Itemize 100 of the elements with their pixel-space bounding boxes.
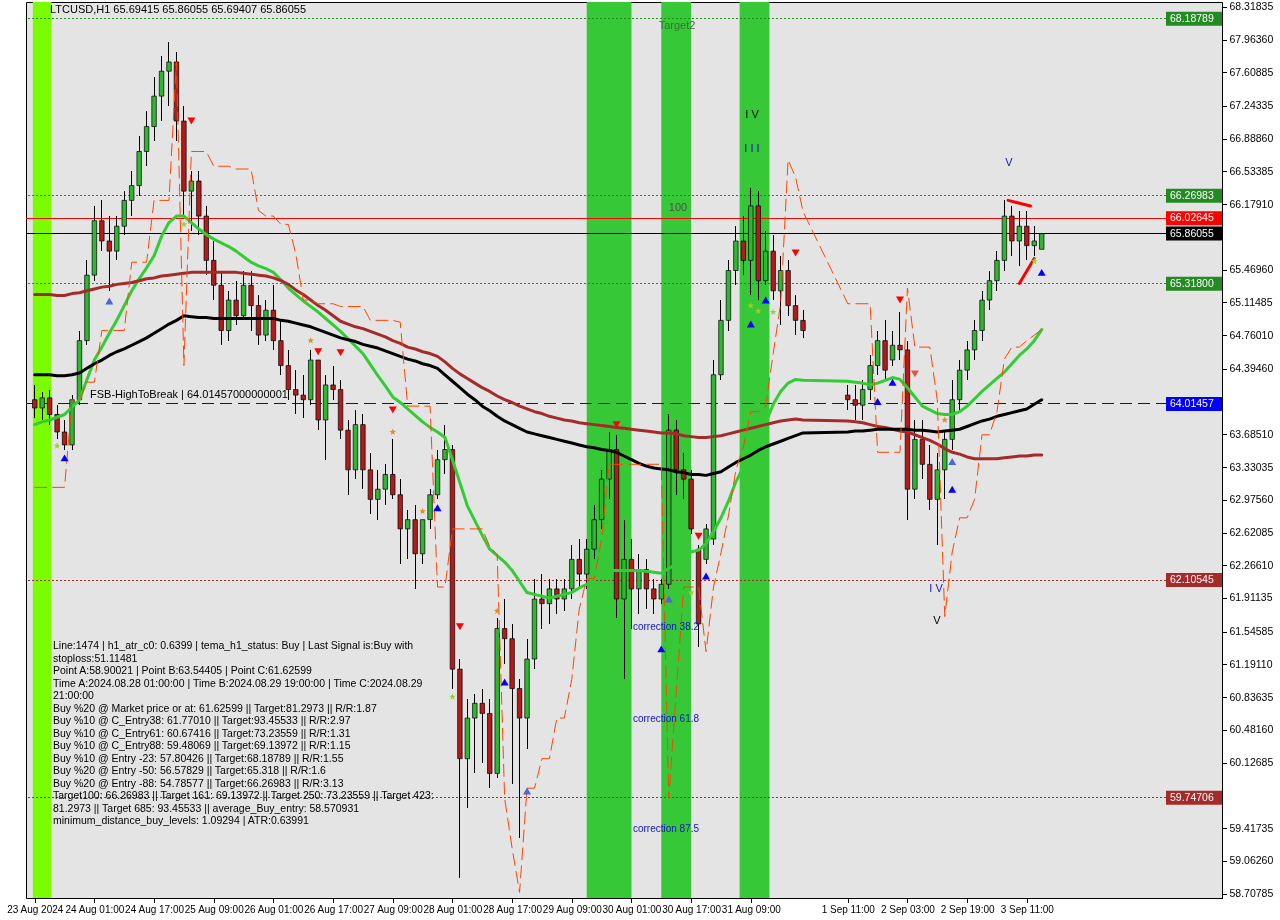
candlestick bbox=[971, 319, 978, 361]
annotation: Buy %10 @ C_Entry61: 60.67416 || Target:73.23559 || R/R:1.31 bbox=[53, 726, 352, 739]
x-tick-label: 30 Aug 01:00 bbox=[602, 903, 662, 915]
x-tick-label: 31 Aug 09:00 bbox=[721, 903, 782, 915]
candlestick bbox=[61, 419, 68, 451]
point bbox=[873, 398, 882, 406]
y-tick-label: 67.96360 bbox=[1229, 33, 1274, 45]
point bbox=[449, 693, 456, 700]
point bbox=[948, 458, 957, 465]
point bbox=[1037, 268, 1046, 276]
ref-line-label: 65.31800 bbox=[1170, 276, 1214, 289]
point bbox=[419, 507, 426, 515]
annotation: Point A:58.90021 | Point B:63.54405 | Point C:61.62599 bbox=[53, 664, 313, 677]
ref-line-label: 66.02645 bbox=[1170, 211, 1214, 224]
point bbox=[888, 378, 897, 386]
y-tick-label: 59.06260 bbox=[1229, 854, 1274, 867]
annotation: Buy %20 @ Market price or at: 61.62599 || Target:81.2973 || R/R:1.87 bbox=[53, 701, 378, 714]
x-tick-label: 26 Aug 17:00 bbox=[304, 903, 364, 915]
point bbox=[500, 678, 509, 686]
point bbox=[389, 428, 397, 435]
annotation: 100 bbox=[668, 201, 688, 213]
point bbox=[694, 532, 703, 540]
point bbox=[769, 308, 777, 315]
annotation: Buy %20 @ Entry -50: 56.57829 || Target:65.318 || R/R:1.6 bbox=[53, 764, 327, 777]
ref-line-label: 68.18789 bbox=[1170, 11, 1214, 24]
y-tick-label: 60.48160 bbox=[1229, 723, 1274, 736]
annotation: Buy %10 @ Entry -23: 57.80426 || Target:68.18789 || R/R:1.55 bbox=[53, 751, 345, 764]
point bbox=[910, 370, 919, 378]
point bbox=[747, 302, 755, 309]
annotation: Line:1474 | h1_atr_c0: 0.6399 | tema_h1_status: Buy | Last Signal is:Buy with stoploss:51.11481 bbox=[53, 639, 415, 664]
y-tick-label: 63.68510 bbox=[1229, 427, 1274, 440]
point bbox=[746, 320, 755, 328]
candlestick bbox=[889, 330, 896, 367]
ref-line-label: 64.01457 bbox=[1170, 396, 1214, 409]
point bbox=[493, 607, 501, 614]
x-tick-label: 1 Sep 11:00 bbox=[821, 903, 876, 915]
candlestick bbox=[986, 270, 993, 311]
x-tick-label: 26 Aug 01:00 bbox=[244, 903, 304, 915]
x-tick-label: 24 Aug 17:00 bbox=[125, 903, 185, 915]
ref-line-label: 65.86055 bbox=[1170, 226, 1214, 239]
point bbox=[388, 406, 397, 414]
y-tick-label: 62.62085 bbox=[1229, 526, 1274, 539]
annotation: Buy %20 @ Entry -88: 54.78577 || Target:66.26983 || R/R:3.13 bbox=[53, 776, 345, 789]
y-tick-label: 63.33035 bbox=[1229, 460, 1274, 473]
y-tick-label: 61.19110 bbox=[1229, 657, 1273, 670]
point bbox=[1030, 257, 1038, 265]
y-tick-label: 62.97560 bbox=[1229, 493, 1274, 506]
point bbox=[612, 421, 621, 429]
annotation: Buy %10 @ C_Entry38: 61.77010 || Target:93.45533 || R/R:2.97 bbox=[53, 714, 352, 727]
x-tick-label: 28 Aug 17:00 bbox=[483, 903, 543, 915]
annotation: Time A:2024.08.28 01:00:00 | Time B:2024.08.29 19:00:00 | Time C:2024.08.29 21:00:00 bbox=[53, 676, 424, 702]
point bbox=[314, 348, 323, 356]
candlestick bbox=[539, 573, 545, 630]
annotation: I V bbox=[929, 582, 944, 594]
y-tick-label: 66.88860 bbox=[1229, 132, 1274, 145]
candlestick bbox=[792, 294, 799, 336]
point bbox=[754, 307, 762, 314]
point bbox=[761, 296, 770, 304]
y-tick-label: 66.17910 bbox=[1229, 197, 1274, 210]
ref-line-label: 66.26983 bbox=[1170, 188, 1214, 201]
y-tick-label: 66.53385 bbox=[1229, 164, 1274, 177]
annotation: V bbox=[1005, 156, 1014, 168]
ref-line-label: 62.10545 bbox=[1170, 573, 1214, 586]
x-tick-label: 2 Sep 19:00 bbox=[940, 903, 996, 915]
ref-line-label: 59.74706 bbox=[1170, 790, 1214, 803]
candlestick bbox=[166, 41, 172, 107]
annotation: Buy %10 @ C_Entry88: 59.48069 || Target:69.13972 || R/R:1.15 bbox=[53, 739, 352, 752]
candlestick bbox=[897, 311, 903, 361]
y-tick-label: 62.26610 bbox=[1229, 558, 1274, 571]
x-tick-label: 23 Aug 2024 bbox=[7, 903, 64, 915]
candlestick bbox=[994, 250, 1000, 292]
x-tick-label: 28 Aug 01:00 bbox=[423, 903, 483, 915]
x-tick-label: 27 Aug 09:00 bbox=[363, 903, 424, 915]
x-tick-label: 25 Aug 09:00 bbox=[184, 903, 245, 915]
annotation: FSB-HighToBreak | 64.01457000000001 bbox=[90, 388, 288, 400]
y-tick-label: 67.60885 bbox=[1229, 65, 1274, 78]
y-tick-label: 64.76010 bbox=[1229, 328, 1274, 341]
x-tick-label: 29 Aug 09:00 bbox=[542, 903, 603, 915]
line-series bbox=[34, 61, 1043, 893]
point bbox=[948, 485, 957, 493]
chart-title: LTCUSD,H1 65.69415 65.86055 65.69407 65.86055 bbox=[50, 2, 307, 15]
annotation: minimum_distance_buy_levels: 1.09294 | ATR:0.63991 bbox=[53, 814, 310, 827]
annotation: I I I bbox=[744, 142, 760, 154]
annotation: V bbox=[933, 614, 942, 626]
y-tick-label: 65.11485 bbox=[1229, 295, 1273, 308]
point bbox=[60, 454, 69, 462]
y-tick-label: 61.54585 bbox=[1229, 625, 1274, 638]
y-tick-label: 58.70785 bbox=[1229, 887, 1274, 900]
x-tick-label: 2 Sep 03:00 bbox=[880, 903, 936, 915]
y-tick-label: 68.31835 bbox=[1229, 0, 1274, 13]
y-tick-label: 67.24335 bbox=[1229, 99, 1274, 112]
point bbox=[336, 349, 345, 357]
point bbox=[180, 220, 188, 228]
point bbox=[433, 504, 442, 512]
point bbox=[941, 416, 949, 423]
annotation: I V bbox=[745, 108, 760, 120]
point bbox=[687, 589, 695, 596]
x-tick-label: 24 Aug 01:00 bbox=[65, 903, 125, 915]
y-tick-label: 60.83635 bbox=[1229, 690, 1274, 703]
y-tick-label: 61.91135 bbox=[1229, 591, 1273, 604]
